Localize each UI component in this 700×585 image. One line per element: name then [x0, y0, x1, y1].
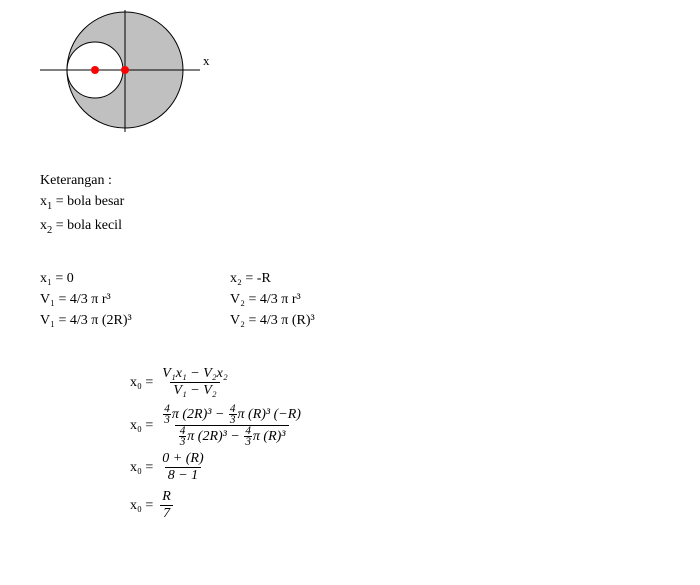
ft-d: 3	[179, 436, 187, 447]
eq-lhs: x₀ =	[130, 451, 153, 485]
eq1-denominator: V₁ − V₂	[170, 382, 219, 399]
v2-formula-1: V₂ = 4/3 π r³	[230, 289, 420, 310]
eq-lhs: x₀ =	[130, 409, 153, 443]
given-col-2: x₂ = -R V₂ = 4/3 π r³ V₂ = 4/3 π (R)³	[230, 268, 420, 331]
legend-block: Keterangan : x1 = bola besar x2 = bola k…	[40, 170, 660, 238]
fraction-3: 0 + (R) 8 − 1	[159, 451, 206, 484]
equation-2: x₀ = 43π (2R)³ − 43π (R)³ (−R) 43π (2R)³…	[130, 404, 660, 447]
ft-n: 4	[229, 404, 237, 414]
eq3-numerator: 0 + (R)	[159, 451, 206, 467]
four-thirds-icon: 43	[179, 426, 187, 447]
eq4-denominator: 7	[160, 505, 173, 522]
v2-formula-2: V₂ = 4/3 π (R)³	[230, 310, 420, 331]
four-thirds-icon: 43	[244, 426, 252, 447]
ft-d: 3	[229, 414, 237, 425]
sphere-diagram: x	[40, 10, 660, 140]
derivation-block: x₀ = V₁x₁ − V₂x₂ V₁ − V₂ x₀ = 43π (2R)³ …	[130, 366, 660, 522]
x-axis-label: x	[203, 53, 210, 68]
x2-value: x₂ = -R	[230, 268, 420, 289]
eq2-den-p2: π (R)³	[253, 429, 286, 444]
equation-1: x₀ = V₁x₁ − V₂x₂ V₁ − V₂	[130, 366, 660, 400]
legend-x1-var: x	[40, 194, 47, 209]
eq-lhs: x₀ =	[130, 366, 153, 400]
equation-3: x₀ = 0 + (R) 8 − 1	[130, 451, 660, 485]
diagram-svg: x	[40, 10, 215, 135]
eq2-den-p1: π (2R)³ −	[187, 429, 243, 444]
eq2-numerator: 43π (2R)³ − 43π (R)³ (−R)	[159, 404, 304, 425]
eq2-denominator: 43π (2R)³ − 43π (R)³	[175, 425, 289, 447]
eq2-num-p2: π (R)³ (−R)	[238, 406, 301, 421]
legend-x2-desc: = bola kecil	[52, 218, 122, 233]
ft-n: 4	[244, 426, 252, 436]
fraction-4: R 7	[159, 489, 174, 522]
legend-line-2: x2 = bola kecil	[40, 215, 660, 239]
eq3-denominator: 8 − 1	[165, 467, 201, 484]
legend-line-1: x1 = bola besar	[40, 191, 660, 215]
v1-formula-2: V₁ = 4/3 π (2R)³	[40, 310, 230, 331]
center-dot-large	[121, 66, 129, 74]
eq1-numerator: V₁x₁ − V₂x₂	[159, 366, 230, 382]
four-thirds-icon: 43	[163, 404, 171, 425]
v1-formula-1: V₁ = 4/3 π r³	[40, 289, 230, 310]
equation-4: x₀ = R 7	[130, 489, 660, 523]
legend-x2-var: x	[40, 218, 47, 233]
legend-title: Keterangan :	[40, 170, 660, 191]
ft-n: 4	[163, 404, 171, 414]
ft-n: 4	[179, 426, 187, 436]
four-thirds-icon: 43	[229, 404, 237, 425]
center-dot-small	[91, 66, 99, 74]
given-values: x₁ = 0 V₁ = 4/3 π r³ V₁ = 4/3 π (2R)³ x₂…	[40, 268, 660, 331]
ft-d: 3	[163, 414, 171, 425]
x1-value: x₁ = 0	[40, 268, 230, 289]
fraction-1: V₁x₁ − V₂x₂ V₁ − V₂	[159, 366, 230, 399]
eq-lhs: x₀ =	[130, 489, 153, 523]
given-col-1: x₁ = 0 V₁ = 4/3 π r³ V₁ = 4/3 π (2R)³	[40, 268, 230, 331]
ft-d: 3	[244, 436, 252, 447]
fraction-2: 43π (2R)³ − 43π (R)³ (−R) 43π (2R)³ − 43…	[159, 404, 304, 447]
eq2-num-p1: π (2R)³ −	[172, 406, 228, 421]
legend-x1-desc: = bola besar	[52, 194, 124, 209]
eq4-numerator: R	[159, 489, 174, 505]
